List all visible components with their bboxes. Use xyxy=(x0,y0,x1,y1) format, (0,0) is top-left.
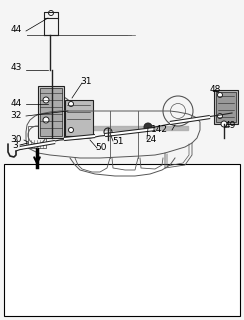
Bar xyxy=(216,92,236,122)
Bar xyxy=(65,100,93,136)
Text: 48: 48 xyxy=(210,84,221,93)
Bar xyxy=(38,86,64,138)
Circle shape xyxy=(69,127,73,132)
Text: 142: 142 xyxy=(151,125,168,134)
Circle shape xyxy=(144,123,152,131)
Text: 24: 24 xyxy=(145,135,156,145)
Text: 49: 49 xyxy=(225,122,236,131)
Circle shape xyxy=(43,117,49,123)
Bar xyxy=(28,126,46,148)
Text: 44: 44 xyxy=(11,26,22,35)
Text: 32: 32 xyxy=(11,111,22,121)
Bar xyxy=(4,164,240,316)
Circle shape xyxy=(221,121,227,127)
Text: 30: 30 xyxy=(10,134,22,143)
Text: 51: 51 xyxy=(112,137,123,146)
Text: 31: 31 xyxy=(80,77,92,86)
Circle shape xyxy=(49,11,53,15)
Text: 44: 44 xyxy=(11,99,22,108)
Text: 50: 50 xyxy=(95,143,106,153)
Bar xyxy=(214,90,238,124)
Circle shape xyxy=(217,92,223,98)
Text: 3: 3 xyxy=(12,140,18,149)
Bar xyxy=(40,88,62,136)
Circle shape xyxy=(69,101,73,107)
Circle shape xyxy=(43,97,49,103)
Text: 43: 43 xyxy=(11,63,22,73)
Circle shape xyxy=(217,114,223,118)
